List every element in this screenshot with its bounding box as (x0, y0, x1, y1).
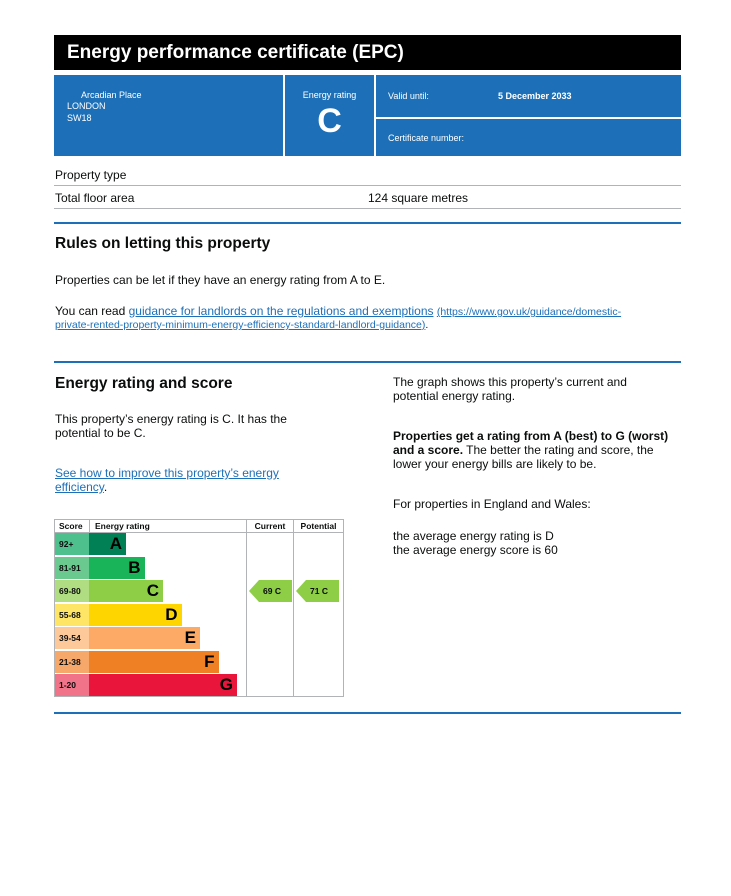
scale-line-2: and a score. The better the rating and s… (393, 443, 654, 457)
address-line-1: Arcadian Place (81, 90, 142, 100)
guidance-url-part-2[interactable]: private-rented-property-minimum-energy-e… (55, 319, 426, 331)
average-score: the average energy score is 60 (393, 543, 558, 557)
guidance-suffix: . (425, 319, 429, 331)
improve-efficiency-link-2[interactable]: efficiency (55, 480, 104, 494)
score-band-e: 39-54 (55, 627, 89, 649)
scale-line-3: lower your energy bills are likely to be… (393, 457, 597, 471)
letting-guidance-line-1: You can read guidance for landlords on t… (55, 304, 621, 319)
score-band-g: 1-20 (55, 674, 89, 696)
column-divider (246, 520, 247, 696)
improve-line-2: efficiency. (55, 480, 107, 494)
section-rule (54, 361, 681, 363)
address-box: Arcadian Place LONDON SW18 (54, 75, 283, 156)
letting-heading: Rules on letting this property (55, 235, 271, 252)
energy-rating-line-2: potential to be C. (55, 426, 146, 440)
energy-rating-box: Energy rating C (285, 75, 374, 156)
guidance-link[interactable]: guidance for landlords on the regulation… (128, 304, 434, 318)
address-line-3: SW18 (67, 113, 92, 123)
scale-line-1: Properties get a rating from A (best) to… (393, 429, 669, 443)
rating-bar-c: C (89, 580, 163, 602)
rating-bar-e: E (89, 627, 200, 649)
header-divider (55, 532, 343, 533)
column-divider (293, 520, 294, 696)
section-rule (54, 222, 681, 224)
graph-line-2: potential energy rating. (393, 389, 516, 403)
divider (54, 208, 681, 209)
energy-rating-label: Energy rating (302, 90, 357, 100)
rating-bar-g: G (89, 674, 237, 696)
energy-rating-letter: C (317, 102, 342, 140)
property-type-label: Property type (55, 168, 127, 182)
potential-rating-arrow: 71 C (296, 580, 339, 602)
rating-header: Energy rating (95, 521, 150, 531)
score-band-f: 21-38 (55, 650, 89, 673)
average-rating: the average energy rating is D (393, 529, 554, 543)
letting-rating-text: Properties can be let if they have an en… (55, 273, 386, 287)
letting-guidance-line-2: private-rented-property-minimum-energy-e… (55, 318, 428, 332)
potential-header: Potential (300, 521, 337, 531)
current-header: Current (254, 521, 286, 531)
region-text: For properties in England and Wales: (393, 497, 591, 511)
rating-bar-b: B (89, 556, 145, 579)
energy-heading: Energy rating and score (55, 375, 233, 392)
scale-rest: The better the rating and score, the (463, 443, 654, 457)
rating-bar-d: D (89, 603, 182, 626)
valid-until-date: 5 December 2033 (498, 91, 572, 101)
valid-until-label: Valid until: (388, 91, 429, 101)
improve-efficiency-link[interactable]: See how to improve this property’s energ… (55, 466, 279, 480)
scale-bold: and a score. (393, 443, 464, 457)
energy-rating-line-1: This property’s energy rating is C. It h… (55, 412, 287, 426)
column-divider (89, 520, 90, 532)
score-band-c: 69-80 (55, 580, 89, 602)
divider (54, 185, 681, 186)
floor-area-label: Total floor area (55, 191, 135, 205)
guidance-prefix: You can read (55, 304, 129, 318)
score-band-d: 55-68 (55, 603, 89, 626)
score-header: Score (59, 521, 83, 531)
address-line-2: LONDON (67, 101, 106, 111)
rating-bar-f: F (89, 650, 219, 673)
graph-line-1: The graph shows this property’s current … (393, 375, 627, 389)
certificate-number-label: Certificate number: (388, 133, 465, 143)
certificate-box: Certificate number: (376, 119, 681, 156)
current-rating-arrow: 69 C (249, 580, 292, 602)
valid-until-box: Valid until: 5 December 2033 (376, 75, 681, 117)
improve-line-1: See how to improve this property’s energ… (55, 466, 279, 480)
section-rule (54, 712, 681, 714)
rating-bar-a: A (89, 533, 126, 555)
guidance-url-part-1[interactable]: (https://www.gov.uk/guidance/domestic- (436, 306, 622, 318)
improve-suffix: . (103, 480, 108, 494)
score-band-b: 81-91 (55, 556, 89, 579)
epc-chart: Score Energy rating Current Potential 92… (54, 519, 344, 697)
score-band-a: 92+ (55, 533, 89, 555)
floor-area-value: 124 square metres (368, 191, 469, 205)
page-title: Energy performance certificate (EPC) (54, 35, 681, 70)
